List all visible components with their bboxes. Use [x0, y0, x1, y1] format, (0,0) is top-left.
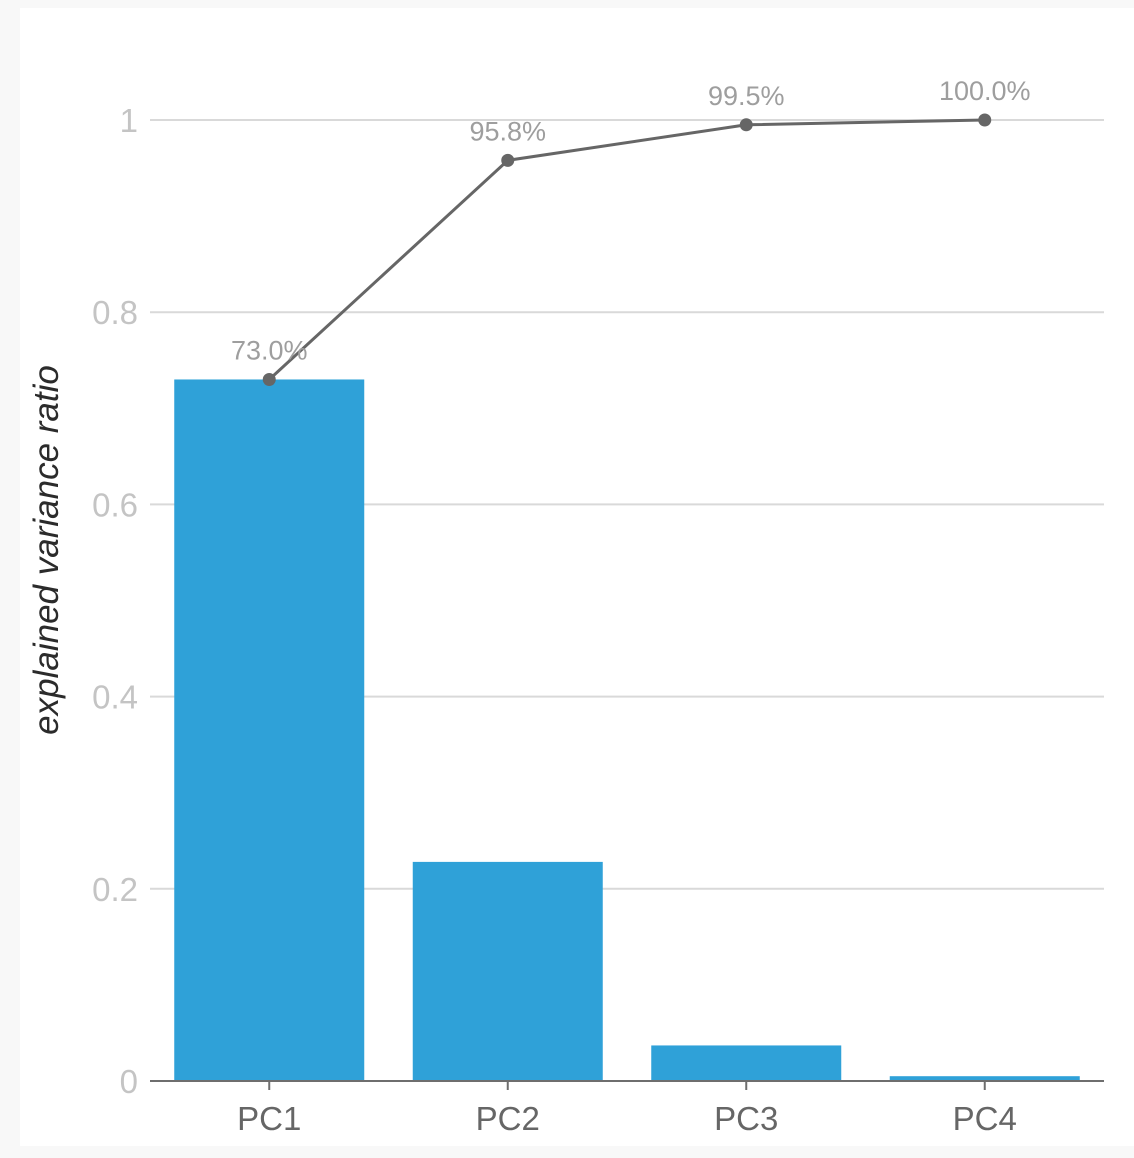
x-tick-label: PC2 [476, 1100, 540, 1137]
x-ticks: PC1 PC2 PC3 PC4 [237, 1081, 1017, 1137]
y-tick-label: 0.2 [92, 871, 138, 908]
bar-pc1 [174, 379, 365, 1082]
y-tick-label: 0.8 [92, 294, 138, 331]
x-tick-label: PC3 [714, 1100, 778, 1137]
point-label: 95.8% [469, 116, 546, 146]
bar-pc2 [412, 861, 603, 1081]
x-tick-label: PC1 [237, 1100, 301, 1137]
point-label: 99.5% [708, 81, 785, 111]
bar-pc3 [651, 1045, 842, 1081]
y-tick-label: 0.4 [92, 679, 138, 716]
y-ticks: 0 0.2 0.4 0.6 0.8 1 [92, 102, 138, 1100]
cumulative-point [262, 372, 276, 386]
cumulative-point [501, 153, 515, 167]
y-tick-label: 1 [120, 102, 138, 139]
cumulative-line [262, 113, 992, 386]
cumulative-point [978, 113, 992, 127]
y-tick-label: 0.6 [92, 486, 138, 523]
bars [174, 379, 1080, 1082]
bar-pc4 [889, 1076, 1080, 1081]
y-axis-label: explained variance ratio [27, 365, 66, 735]
point-label: 100.0% [939, 76, 1031, 106]
point-label: 73.0% [231, 335, 308, 365]
point-labels: 73.0% 95.8% 99.5% 100.0% [231, 76, 1031, 365]
y-tick-label: 0 [120, 1063, 138, 1100]
cumulative-point [739, 118, 753, 132]
cumulative-polyline [268, 118, 985, 381]
x-tick-label: PC4 [953, 1100, 1017, 1137]
